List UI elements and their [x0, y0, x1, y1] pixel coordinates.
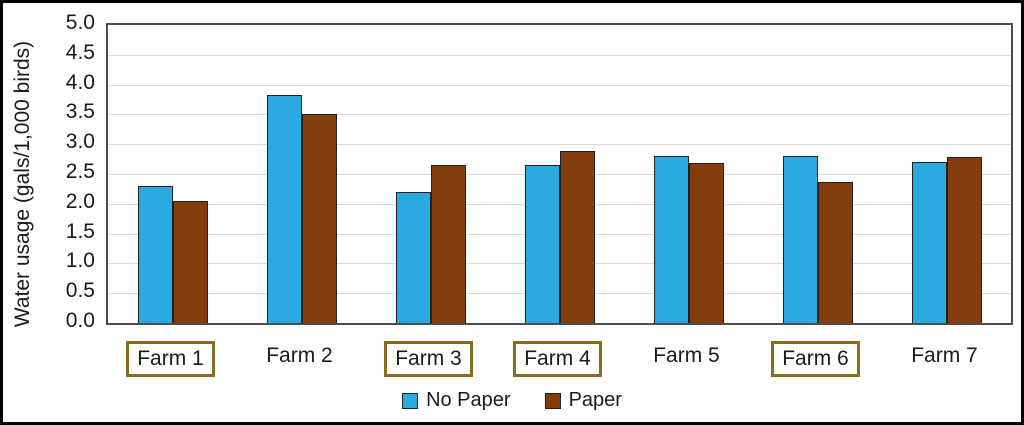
- y-tick-label: 0.5: [65, 279, 95, 302]
- bar-no-paper-farm-3: [396, 192, 431, 323]
- x-label-farm-7: Farm 7: [911, 344, 978, 367]
- x-label-farm-6: Farm 6: [771, 341, 860, 377]
- bar-paper-farm-4: [560, 151, 595, 323]
- y-tick-label: 1.5: [65, 220, 95, 243]
- y-tick-label: 3.0: [65, 130, 95, 153]
- bar-paper-farm-3: [431, 165, 466, 323]
- legend-swatch-paper: [544, 392, 561, 409]
- x-label-cell-farm-2: Farm 2: [235, 341, 364, 381]
- y-tick-label: 5.0: [65, 11, 95, 34]
- legend: No Paper Paper: [3, 389, 1021, 412]
- x-label-farm-4: Farm 4: [513, 341, 602, 377]
- bar-paper-farm-7: [947, 157, 982, 323]
- bar-no-paper-farm-2: [267, 95, 302, 323]
- x-label-cell-farm-3: Farm 3: [364, 341, 493, 381]
- x-label-cell-farm-5: Farm 5: [622, 341, 751, 381]
- y-tick-label: 3.5: [65, 100, 95, 123]
- bar-paper-farm-1: [173, 201, 208, 323]
- y-tick-label: 2.5: [65, 160, 95, 183]
- y-tick-label: 0.0: [65, 309, 95, 332]
- gridline: [108, 55, 1011, 56]
- gridline: [108, 114, 1011, 115]
- bar-no-paper-farm-6: [783, 156, 818, 323]
- gridline: [108, 144, 1011, 145]
- x-label-cell-farm-4: Farm 4: [493, 341, 622, 381]
- x-label-farm-1: Farm 1: [126, 341, 215, 377]
- x-label-farm-3: Farm 3: [384, 341, 473, 377]
- gridline: [108, 85, 1011, 86]
- x-label-cell-farm-6: Farm 6: [751, 341, 880, 381]
- x-label-cell-farm-1: Farm 1: [106, 341, 235, 381]
- bar-paper-farm-5: [689, 163, 724, 323]
- legend-item-paper: Paper: [544, 389, 622, 412]
- bar-no-paper-farm-7: [912, 162, 947, 323]
- legend-item-no-paper: No Paper: [402, 389, 511, 412]
- y-tick-label: 4.5: [65, 41, 95, 64]
- legend-swatch-no-paper: [402, 392, 419, 409]
- bar-no-paper-farm-5: [654, 156, 689, 323]
- bar-no-paper-farm-1: [138, 186, 173, 323]
- y-tick-label: 4.0: [65, 71, 95, 94]
- bar-no-paper-farm-4: [525, 165, 560, 323]
- x-label-farm-2: Farm 2: [266, 344, 333, 367]
- y-tick-label: 1.0: [65, 249, 95, 272]
- plot-area: [106, 23, 1013, 325]
- bar-paper-farm-6: [818, 182, 853, 323]
- legend-label-no-paper: No Paper: [426, 389, 511, 411]
- x-label-farm-5: Farm 5: [653, 344, 720, 367]
- x-label-cell-farm-7: Farm 7: [880, 341, 1009, 381]
- bar-paper-farm-2: [302, 114, 337, 323]
- legend-label-paper: Paper: [568, 389, 622, 411]
- y-tick-label: 2.0: [65, 190, 95, 213]
